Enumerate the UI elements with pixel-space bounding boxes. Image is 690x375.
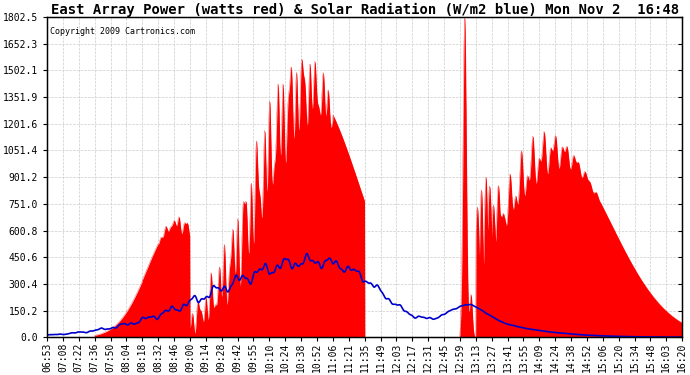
Title: East Array Power (watts red) & Solar Radiation (W/m2 blue) Mon Nov 2  16:48: East Array Power (watts red) & Solar Rad… bbox=[50, 3, 679, 17]
Text: Copyright 2009 Cartronics.com: Copyright 2009 Cartronics.com bbox=[50, 27, 195, 36]
